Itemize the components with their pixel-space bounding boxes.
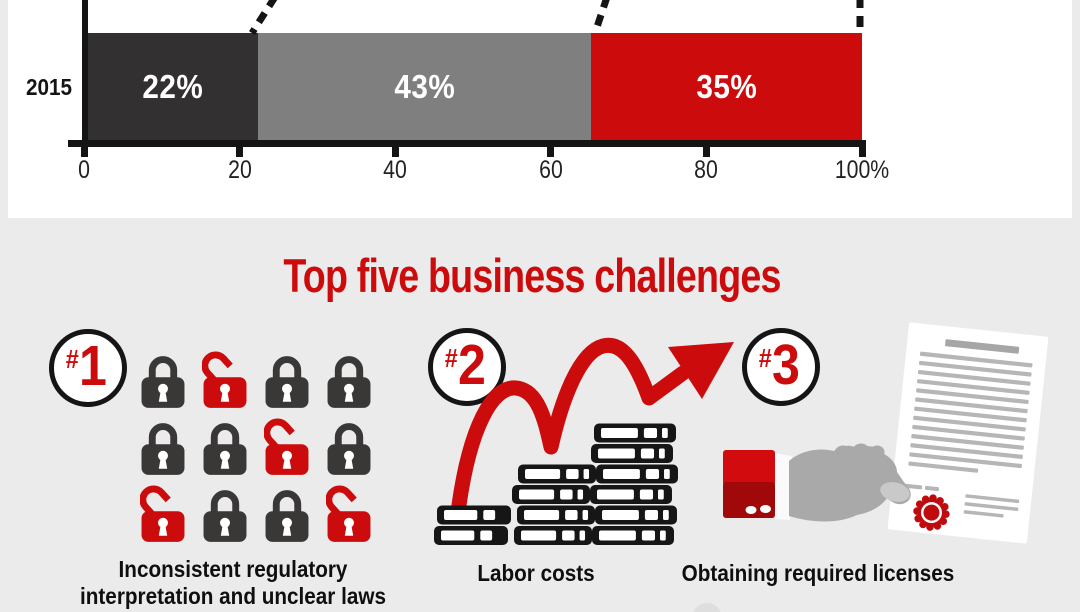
bar-segment: 35% <box>591 33 862 140</box>
knuckle <box>835 445 851 459</box>
caption-line: interpretation and unclear laws <box>80 583 386 609</box>
shirt-cuff <box>775 453 792 520</box>
x-tick-mark <box>702 140 710 157</box>
padlock-locked-icon <box>326 346 372 410</box>
bar-segment: 43% <box>258 33 592 140</box>
knuckle <box>869 445 885 459</box>
hand-fist <box>789 445 911 522</box>
x-tick-label: 20 <box>227 156 252 184</box>
connector-dashed-lines <box>249 0 864 35</box>
y-axis-line <box>82 0 88 147</box>
year-label: 2015 <box>25 74 72 100</box>
rank-number: 2 <box>458 333 487 397</box>
caption-line: Inconsistent regulatory <box>118 556 348 582</box>
bar-segment: 22% <box>88 33 259 140</box>
x-tick-mark <box>236 140 244 157</box>
growth-arrow-icon <box>451 337 691 513</box>
cutoff-circle-decoration <box>693 603 721 612</box>
x-tick-label: 100% <box>834 156 890 184</box>
padlock-locked-icon <box>264 480 310 544</box>
fingertip <box>880 482 910 502</box>
padlock-unlocked-icon <box>325 480 372 544</box>
padlocks-grid-icon <box>139 346 372 544</box>
hash-symbol: # <box>758 343 772 373</box>
x-tick-mark <box>391 140 399 157</box>
challenge-2-caption: Labor costs <box>477 560 594 587</box>
license-document-icon <box>887 322 1049 544</box>
padlock-locked-icon <box>264 346 310 410</box>
x-axis-line <box>68 140 866 147</box>
hash-symbol: # <box>65 344 79 374</box>
x-tick-mark <box>547 140 555 157</box>
x-tick-label: 60 <box>538 156 563 184</box>
hand-pointing-icon <box>723 443 911 522</box>
coin-stacks-icon <box>434 423 678 545</box>
stacked-bar-2015: 22% 43% 35% <box>88 33 862 140</box>
hash-symbol: # <box>444 343 458 373</box>
x-tick-mark <box>80 140 88 157</box>
padlock-unlocked-icon <box>201 346 248 410</box>
sleeve-bottom <box>723 482 775 518</box>
caption-line: Obtaining required licenses <box>681 560 955 586</box>
dashed-connector-left <box>249 0 278 35</box>
padlock-unlocked-icon <box>263 413 310 477</box>
rank-number: 1 <box>79 334 108 398</box>
challenge-3-caption: Obtaining required licenses <box>682 560 955 587</box>
growth-arrowhead-icon <box>668 342 734 399</box>
challenge-1-caption: Inconsistent regulatory interpretation a… <box>80 556 386 610</box>
document-text-lines <box>904 339 1033 518</box>
sleeve-dot <box>760 505 771 513</box>
x-tick-label: 40 <box>383 156 408 184</box>
bar-segment-value: 43% <box>394 67 456 105</box>
caption-line: Labor costs <box>477 560 595 586</box>
bar-segment-value: 35% <box>696 67 757 105</box>
section-title: Top five business challenges <box>283 249 781 302</box>
rank-number: 3 <box>772 333 801 397</box>
padlock-unlocked-icon <box>139 480 186 544</box>
x-tick-label: 80 <box>694 156 719 184</box>
badge-rank-3: # 3 <box>742 328 820 406</box>
sleeve-dot <box>745 506 757 514</box>
paper-sheet <box>887 322 1049 544</box>
seal-icon <box>913 494 950 531</box>
padlock-locked-icon <box>140 413 186 477</box>
padlock-locked-icon <box>140 346 186 410</box>
x-tick-label: 0 <box>78 156 90 184</box>
sleeve-top <box>723 450 775 486</box>
dashed-connector-middle <box>591 0 610 35</box>
bar-segment-value: 22% <box>142 67 204 105</box>
padlock-locked-icon <box>202 480 248 544</box>
padlock-locked-icon <box>202 413 248 477</box>
padlock-locked-icon <box>326 413 372 477</box>
knuckle <box>853 443 869 457</box>
chart-panel: 2015 22% 43% 35% 0 20 40 60 80 100% <box>8 0 1072 218</box>
x-tick-mark <box>858 140 866 157</box>
badge-rank-2: # 2 <box>428 328 506 406</box>
badge-rank-1: # 1 <box>49 329 127 407</box>
